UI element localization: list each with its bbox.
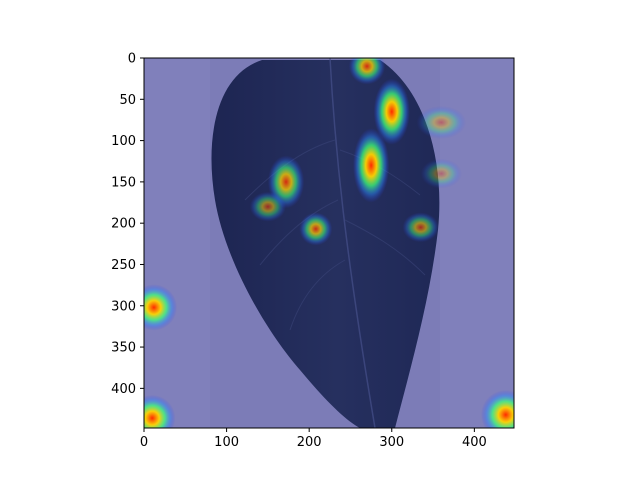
y-axis: 0 50 100 150 200 250 300 350 400 [111, 52, 144, 397]
y-tick-label-4: 200 [111, 217, 136, 232]
heat-spot-7 [416, 105, 467, 139]
heatmap-hotspots [144, 58, 514, 428]
y-tick-label-7: 350 [111, 341, 136, 356]
heat-spot-4 [249, 191, 287, 222]
heat-spot-11 [480, 390, 514, 428]
x-tick-label-4: 400 [462, 435, 487, 450]
x-tick-label-3: 300 [379, 435, 404, 450]
y-tick-label-6: 300 [111, 299, 136, 314]
heat-spot-8 [420, 158, 462, 189]
y-tick-label-2: 100 [111, 134, 136, 149]
y-tick-label-8: 400 [111, 382, 136, 397]
heat-spot-0 [348, 58, 386, 85]
heat-spot-6 [402, 212, 439, 243]
y-tick-label-1: 50 [119, 93, 136, 108]
x-tick-label-0: 0 [140, 435, 148, 450]
y-tick-label-0: 0 [128, 52, 136, 67]
heat-spot-10 [144, 394, 176, 428]
y-tick-label-5: 250 [111, 258, 136, 273]
y-tick-label-3: 150 [111, 175, 136, 190]
heat-spot-2 [352, 128, 390, 203]
x-tick-label-1: 100 [214, 435, 239, 450]
plot-frame [143, 57, 515, 429]
x-axis: 0 100 200 300 400 [140, 428, 487, 450]
heatmap-image [144, 58, 514, 428]
heat-spot-9 [144, 284, 178, 331]
heat-spot-1 [373, 78, 410, 145]
heat-spot-5 [299, 212, 333, 246]
x-tick-label-2: 200 [297, 435, 322, 450]
